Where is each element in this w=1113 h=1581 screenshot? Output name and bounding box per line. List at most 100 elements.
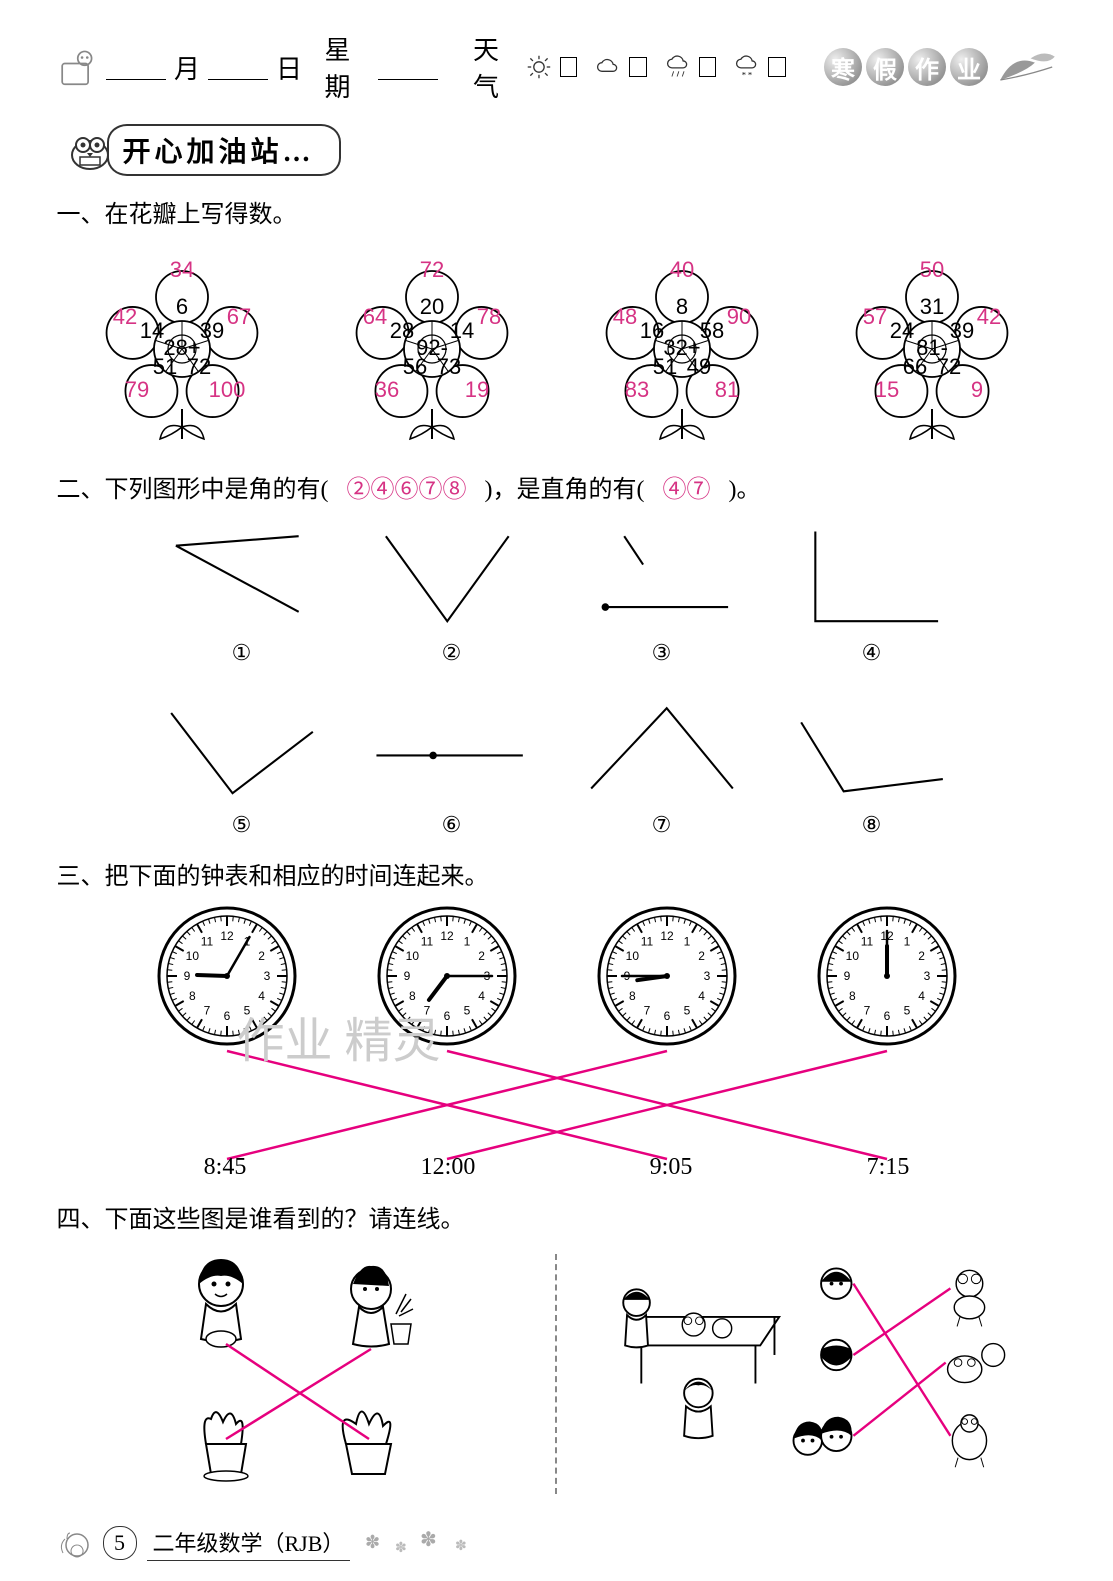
angle-label: ④ <box>787 640 957 666</box>
svg-text:6: 6 <box>175 294 187 319</box>
svg-text:39: 39 <box>949 318 973 343</box>
page-number: 5 <box>103 1526 137 1560</box>
svg-text:15: 15 <box>874 377 898 402</box>
snail-icon <box>57 1525 93 1561</box>
svg-text:79: 79 <box>124 377 148 402</box>
svg-text:50: 50 <box>919 257 943 282</box>
plant-left-icon <box>204 1412 248 1481</box>
svg-text:66: 66 <box>902 354 926 379</box>
section-title: 开心加油站… <box>107 124 341 176</box>
angle-label: ⑥ <box>367 812 537 838</box>
weather-check-sun[interactable] <box>560 57 578 77</box>
svg-text:✽: ✽ <box>395 1541 407 1556</box>
clock-time-label: 9:05 <box>650 1154 693 1181</box>
badge-char: 作 <box>908 48 946 86</box>
cloud-icon <box>595 52 621 82</box>
svg-text:✽: ✽ <box>420 1529 437 1551</box>
weather-check-snow[interactable] <box>768 57 786 77</box>
flower: 28+614395172 34426779100 <box>67 239 297 449</box>
clock-match-lines <box>117 901 997 1181</box>
svg-text:100: 100 <box>208 377 245 402</box>
angle-shape: ⑤ <box>157 686 327 838</box>
header-doodle-icon <box>57 43 99 91</box>
badge-char: 业 <box>950 48 988 86</box>
q4-right-svg <box>589 1244 1017 1504</box>
svg-text:56: 56 <box>402 354 426 379</box>
angle-shape: ⑥ <box>367 686 537 838</box>
svg-text:90: 90 <box>726 304 750 329</box>
table-scene-icon <box>627 1313 779 1383</box>
viewer-head-3 <box>821 1417 852 1451</box>
month-label: 月 <box>174 49 200 86</box>
angle-label: ⑤ <box>157 812 327 838</box>
day-blank[interactable] <box>208 55 268 80</box>
footer-label: 二年级数学（RJB） <box>147 1524 351 1561</box>
observer-front-icon <box>684 1379 713 1438</box>
day-label: 日 <box>276 49 302 86</box>
angle-label: ⑦ <box>577 812 747 838</box>
svg-text:57: 57 <box>862 304 886 329</box>
angle-shape: ④ <box>787 514 957 666</box>
clocks-area: 123456789101112 123456789101112 12345678… <box>117 901 997 1181</box>
svg-text:40: 40 <box>669 257 693 282</box>
svg-text:14: 14 <box>449 318 473 343</box>
view-result-3 <box>952 1415 986 1467</box>
svg-text:72: 72 <box>936 354 960 379</box>
page-footer: 5 二年级数学（RJB） ✽ ✽ ✽ ✽ <box>57 1524 1057 1561</box>
view-result-1 <box>954 1270 984 1326</box>
svg-text:72: 72 <box>186 354 210 379</box>
angle-shape: ⑧ <box>787 686 957 838</box>
snow-icon: ** <box>734 52 760 82</box>
month-blank[interactable] <box>106 55 166 80</box>
plant-right-icon <box>342 1412 390 1475</box>
weather-check-rain[interactable] <box>699 57 717 77</box>
svg-text:83: 83 <box>624 377 648 402</box>
svg-text:8: 8 <box>675 294 687 319</box>
observer-side-icon <box>793 1422 822 1455</box>
svg-text:67: 67 <box>226 304 250 329</box>
angle-shape: ② <box>367 514 537 666</box>
clock-time-label: 7:15 <box>867 1154 910 1181</box>
weekday-label: 星期 <box>325 30 370 104</box>
weather-label: 天气 <box>473 30 518 104</box>
q4-divider <box>555 1254 559 1494</box>
q2-mid: )，是直角的有( <box>485 477 645 503</box>
svg-text:72: 72 <box>419 257 443 282</box>
weather-check-cloud[interactable] <box>629 57 647 77</box>
flower: 32+816585149 4048908381 <box>567 239 797 449</box>
svg-text:48: 48 <box>612 304 636 329</box>
svg-text:34: 34 <box>169 257 193 282</box>
svg-text:✽: ✽ <box>455 1539 467 1554</box>
svg-text:58: 58 <box>699 318 723 343</box>
svg-text:73: 73 <box>436 354 460 379</box>
sun-icon <box>526 52 552 82</box>
view-result-2 <box>947 1344 1004 1383</box>
q2-post: )。 <box>728 477 760 503</box>
flower: 81-3124396672 505742159 <box>817 239 1047 449</box>
q2-answer-right: ④⑦ <box>662 477 710 503</box>
flower: 92-2028145673 7264783619 <box>317 239 547 449</box>
q2-text: 二、下列图形中是角的有( ②④⑥⑦⑧ )，是直角的有( ④⑦ )。 <box>57 469 1057 504</box>
q4-right-match-line <box>853 1288 950 1355</box>
svg-text:39: 39 <box>199 318 223 343</box>
child-left-icon <box>199 1259 243 1347</box>
svg-text:51: 51 <box>152 354 176 379</box>
child-right-icon <box>351 1266 413 1347</box>
svg-text:16: 16 <box>639 318 663 343</box>
angle-shape: ① <box>157 514 327 666</box>
q2-pre: 二、下列图形中是角的有( <box>57 477 329 503</box>
angle-shape: ⑦ <box>577 686 747 838</box>
weekday-blank[interactable] <box>378 55 438 80</box>
flowers-row: 28+614395172 34426779100 92-2028145673 7… <box>57 239 1057 449</box>
q4-left-svg <box>97 1244 525 1504</box>
owl-icon <box>67 127 113 173</box>
viewer-head-2 <box>821 1340 851 1370</box>
angle-label: ⑧ <box>787 812 957 838</box>
q4-title: 四、下面这些图是谁看到的？请连线。 <box>57 1199 1057 1234</box>
footer-stars-icon: ✽ ✽ ✽ ✽ <box>360 1528 480 1558</box>
angle-label: ③ <box>577 640 747 666</box>
times-row: 8:4512:009:057:15 <box>117 1154 997 1181</box>
q4-area <box>97 1244 1017 1504</box>
svg-text:36: 36 <box>374 377 398 402</box>
svg-text:*: * <box>748 69 752 79</box>
